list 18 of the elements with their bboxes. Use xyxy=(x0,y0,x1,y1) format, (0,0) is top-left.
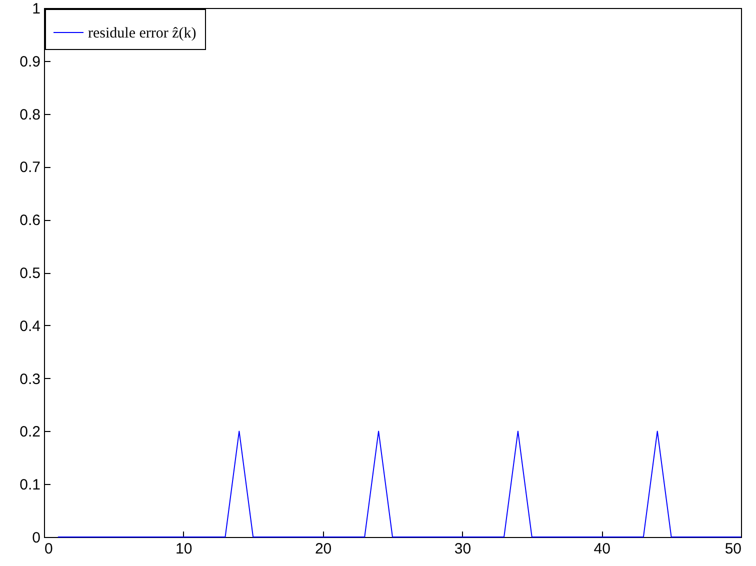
x-tick-label: 10 xyxy=(176,540,192,558)
y-tick-label: 0.2 xyxy=(20,424,40,441)
y-tick-label: 0.4 xyxy=(20,318,40,335)
legend-label: residule error ẑ(k) xyxy=(88,26,196,42)
x-tick-label: 30 xyxy=(454,540,472,558)
y-tick-label: 0.9 xyxy=(20,53,40,70)
x-tick-label: 40 xyxy=(594,540,610,558)
y-tick-label: 0 xyxy=(32,530,40,546)
x-tick-label: 0 xyxy=(44,540,53,558)
x-tick-label: 20 xyxy=(314,540,332,558)
y-tick-label: 0.5 xyxy=(20,265,40,282)
y-tick-label: 0.1 xyxy=(20,476,40,494)
y-tick-label: 0.7 xyxy=(20,159,40,176)
y-tick-label: 0.8 xyxy=(20,106,40,124)
y-tick-label: 0.6 xyxy=(20,212,40,230)
y-tick-label: 0.3 xyxy=(20,370,40,388)
y-tick-label: 1 xyxy=(32,0,40,18)
x-tick-label: 50 xyxy=(724,540,742,558)
